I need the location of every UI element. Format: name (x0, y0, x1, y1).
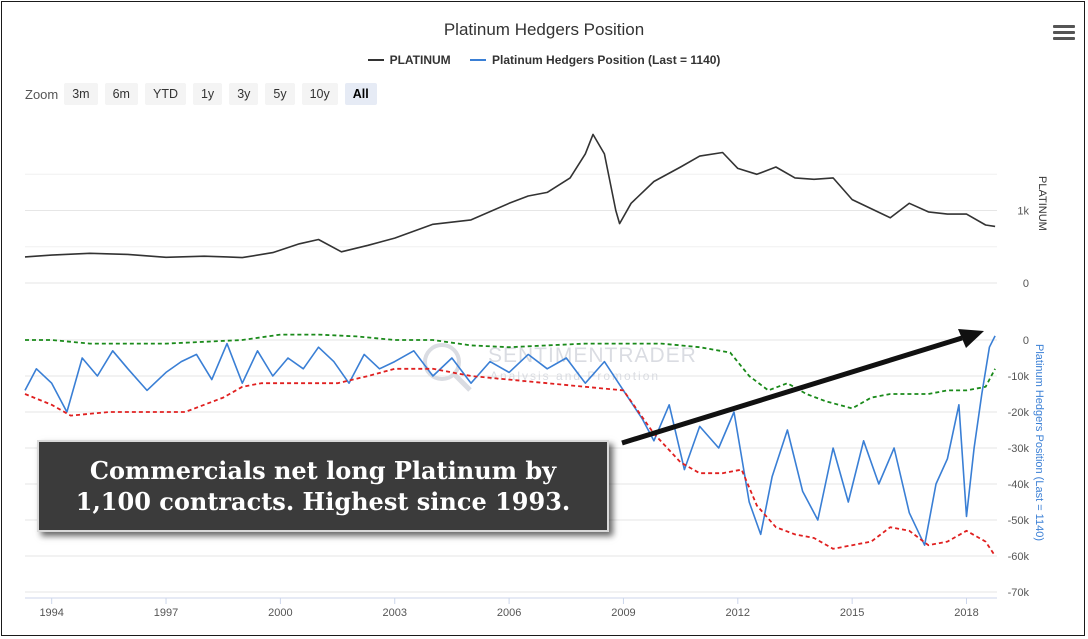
zoom-controls: Zoom 3m 6m YTD 1y 3y 5y 10y All (25, 83, 384, 105)
chart-legend: PLATINUM Platinum Hedgers Position (Last… (0, 50, 1088, 67)
zoom-button-ytd[interactable]: YTD (144, 83, 186, 105)
series-line-platinum-hedgers-position-last-1140 (24, 335, 996, 546)
menu-bar-1 (1053, 25, 1075, 28)
legend-item-hedgers[interactable]: Platinum Hedgers Position (Last = 1140) (470, 53, 720, 67)
zoom-button-5y[interactable]: 5y (265, 83, 295, 105)
chart-title: Platinum Hedgers Position (443, 20, 645, 39)
hedgers-axis-title: Platinum Hedgers Position (Last = 1140) (1033, 344, 1045, 541)
y-tick-label: 0 (1023, 278, 1029, 290)
legend-line-hedgers (470, 59, 487, 61)
menu-bar-3 (1053, 37, 1075, 40)
menu-bar-2 (1053, 31, 1075, 34)
zoom-button-6m[interactable]: 6m (104, 83, 138, 105)
zoom-button-1y[interactable]: 1y (192, 83, 223, 105)
zoom-button-3m[interactable]: 3m (64, 83, 98, 105)
y-tick-label: -40k (1008, 479, 1030, 491)
watermark-handle (452, 372, 472, 392)
series-line-lower-band (24, 367, 996, 557)
watermark-title: SENTIMENTRADER (488, 344, 697, 367)
zoom-label: Zoom (25, 86, 59, 102)
y-tick-label: -50k (1008, 515, 1030, 527)
y-tick-label: -20k (1008, 407, 1030, 419)
legend-item-platinum[interactable]: PLATINUM (367, 53, 451, 67)
price-axis-title: PLATINUM (1036, 176, 1048, 231)
x-tick-label: 2015 (840, 607, 864, 619)
series-line-platinum (24, 133, 996, 259)
y-tick-label: -70k (1008, 587, 1030, 599)
watermark-magnifier-icon (423, 343, 461, 381)
zoom-button-10y[interactable]: 10y (301, 83, 338, 105)
y-tick-label: -60k (1008, 551, 1030, 563)
arrow-shaft (621, 335, 963, 446)
x-tick-label: 2009 (611, 607, 635, 619)
x-tick-label: 2003 (382, 607, 406, 619)
legend-label-platinum: PLATINUM (389, 53, 451, 67)
x-tick-label: 1994 (39, 607, 63, 619)
annotation-line-1: Commercials net long Platinum by (89, 456, 557, 485)
x-tick-label: 2000 (268, 607, 292, 619)
arrow-annotation (621, 329, 984, 446)
legend-label-hedgers: Platinum Hedgers Position (Last = 1140) (492, 53, 721, 67)
y-tick-label: 0 (1023, 335, 1029, 347)
watermark: SENTIMENTRADER Analysis and Promotion (423, 343, 697, 392)
x-tick-label: 2018 (954, 607, 978, 619)
hamburger-menu-icon[interactable] (1053, 25, 1075, 45)
zoom-button-all[interactable]: All (344, 83, 377, 105)
legend-line-platinum (367, 59, 384, 61)
x-tick-label: 1997 (154, 607, 178, 619)
series-line-upper-band (25, 333, 996, 410)
y-tick-label: -30k (1008, 443, 1030, 455)
arrow-head (958, 329, 984, 348)
axes-layer: 0 1k 0 -10k -20k -30k -40k -50k -60k -70k 1994 1997… (25, 206, 1030, 619)
zoom-button-3y[interactable]: 3y (229, 83, 259, 105)
annotation-line-2: 1,100 contracts. Highest since 1993. (75, 487, 571, 516)
y-tick-label: -10k (1008, 371, 1030, 383)
x-tick-label: 2012 (726, 607, 750, 619)
annotation-callout: Commercials net long Platinum by 1,100 c… (37, 440, 609, 532)
x-tick-label: 2006 (497, 607, 521, 619)
series-layer (24, 133, 996, 557)
y-tick-label: 1k (1017, 206, 1029, 218)
